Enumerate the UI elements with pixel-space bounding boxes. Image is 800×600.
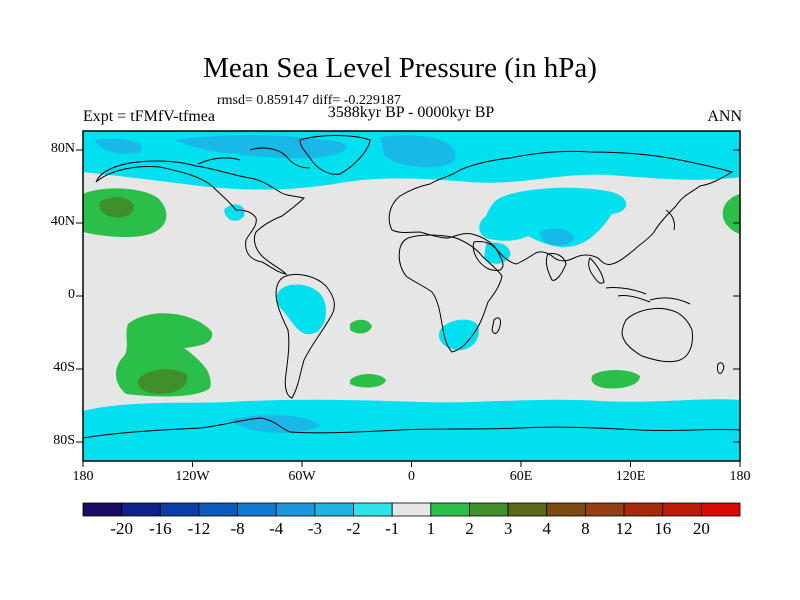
north-pacific-positive-east	[722, 194, 740, 234]
colorbar-swatch	[662, 502, 702, 517]
colorbar-label: 20	[692, 519, 710, 538]
lon-label-60w: 60W	[288, 469, 316, 484]
lon-label-180e: 180	[729, 469, 751, 484]
colorbar-swatch	[507, 502, 548, 517]
colorbar-label: -12	[187, 519, 211, 538]
colorbar-swatch	[546, 502, 586, 517]
lon-label-180w: 180	[72, 469, 94, 484]
asia-negative-core	[540, 228, 574, 246]
colorbar-label: -2	[346, 519, 361, 538]
colorbar-swatch	[391, 502, 432, 517]
colorbar-swatch	[275, 502, 316, 517]
colorbar-swatch	[623, 502, 664, 517]
north-negative-core	[175, 135, 347, 159]
colorbar-label: 12	[615, 519, 633, 538]
colorbar-label: 1	[426, 519, 436, 538]
experiment-label: Expt = tFMfV-tfmea	[83, 108, 215, 125]
colorbar-swatch	[430, 502, 470, 517]
north-pacific-positive-core	[99, 197, 134, 218]
coastlines	[83, 135, 740, 439]
south-negative-core	[230, 415, 320, 433]
lon-label-60e: 60E	[509, 469, 533, 484]
colorbar-swatch	[469, 502, 509, 517]
colorbar-label: -16	[148, 519, 172, 538]
stats-line: rmsd= 0.859147 diff= -0.229187	[217, 93, 401, 108]
south-pacific-positive	[115, 313, 213, 397]
map-title: Mean Sea Level Pressure (in hPa)	[203, 52, 597, 84]
colorbar-swatch	[237, 502, 277, 517]
lat-label-0: 0	[68, 287, 75, 302]
colorbar-swatch	[198, 502, 238, 517]
colorbar-label: -8	[230, 519, 245, 538]
south-negative-band	[83, 399, 740, 461]
colorbar	[82, 502, 741, 517]
north-negative-core-3	[95, 138, 142, 154]
lat-label-80n: 80N	[50, 141, 75, 156]
lat-label-80s: 80S	[53, 433, 75, 448]
colorbar-label: 3	[503, 519, 513, 538]
colorbar-label: 4	[542, 519, 552, 538]
lon-label-0: 0	[408, 469, 415, 484]
colorbar-swatch	[585, 502, 625, 517]
colorbar-swatch	[121, 502, 161, 517]
south-atlantic-positive	[350, 319, 372, 334]
colorbar-label: -1	[385, 519, 400, 538]
period-label: 3588kyr BP - 0000kyr BP	[327, 104, 495, 121]
africa-negative	[438, 319, 479, 351]
colorbar-label: -20	[110, 519, 133, 538]
arabia-negative	[484, 242, 511, 264]
colorbar-swatch	[314, 502, 354, 517]
colorbar-swatch	[700, 502, 741, 517]
indian-ocean-positive	[591, 370, 640, 389]
lat-label-40s: 40S	[53, 360, 75, 375]
asia-negative-region	[479, 187, 627, 247]
colorbar-swatch	[353, 502, 393, 517]
map-plot-area	[83, 131, 740, 461]
season-label: ANN	[707, 108, 742, 125]
lon-label-120w: 120W	[175, 469, 210, 484]
colorbar-label: 8	[581, 519, 590, 538]
lat-label-40n: 40N	[50, 214, 75, 229]
colorbar-label: 16	[654, 519, 672, 538]
north-negative-core-2	[380, 135, 456, 168]
colorbar-swatch	[82, 502, 123, 517]
colorbar-label: 2	[465, 519, 474, 538]
colorbar-label: -4	[269, 519, 284, 538]
colorbar-swatch	[159, 502, 200, 517]
south-america-negative	[276, 284, 327, 335]
axis-ticks	[76, 149, 741, 467]
south-atlantic-positive-2	[350, 374, 386, 388]
colorbar-label: -3	[307, 519, 322, 538]
lon-label-120e: 120E	[615, 469, 646, 484]
canada-negative	[224, 204, 245, 221]
south-pacific-positive-core	[137, 369, 188, 394]
